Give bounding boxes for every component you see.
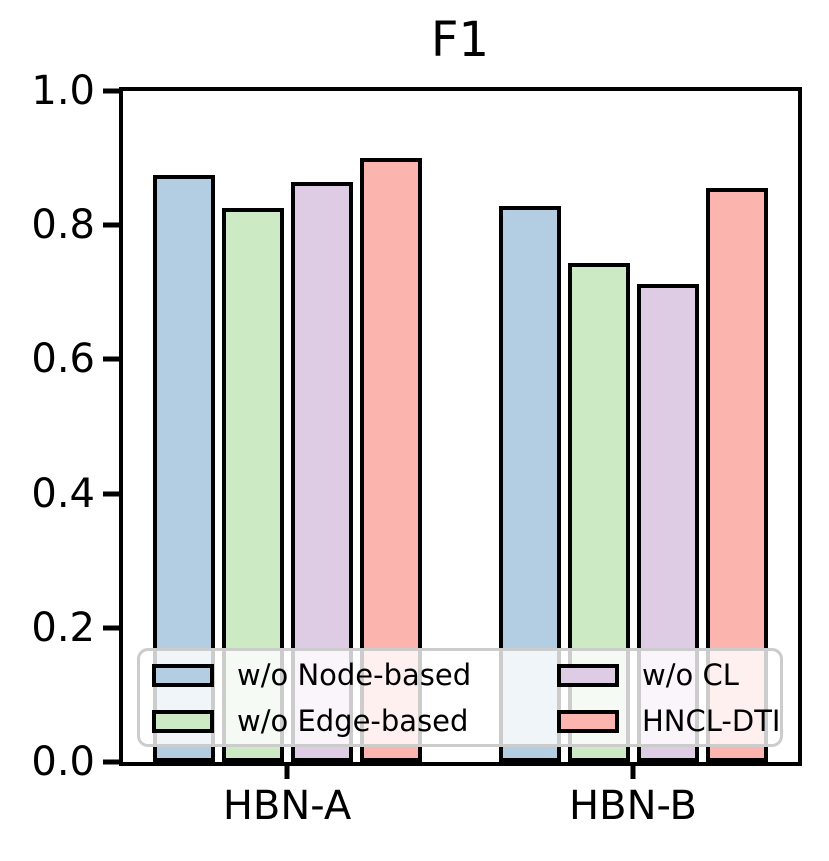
legend-swatch-red [557, 709, 619, 733]
y-tick-label: 0.6 [31, 336, 95, 383]
x-tick-label-hbn-b: HBN-B [569, 783, 697, 829]
legend-label: w/o CL [642, 657, 739, 692]
legend-item-node-based: w/o Node-based [140, 657, 545, 692]
legend-swatch-green [152, 709, 214, 733]
chart-title: F1 [430, 12, 490, 68]
y-tick-mark [103, 222, 119, 228]
legend: w/o Node-based w/o Edge-based w/o CL HNC… [137, 648, 783, 747]
legend-label: w/o Edge-based [237, 703, 469, 738]
y-tick-label: 0.2 [31, 604, 95, 651]
y-tick-mark [103, 759, 119, 765]
legend-swatch-purple [557, 663, 619, 687]
legend-item-cl: w/o CL [545, 657, 780, 692]
legend-item-edge-based: w/o Edge-based [140, 703, 545, 738]
y-tick-label: 0.4 [31, 470, 95, 517]
y-tick-mark [103, 356, 119, 362]
x-tick-mark [630, 766, 636, 779]
y-tick-label: 0.0 [31, 739, 95, 785]
legend-swatch-blue [152, 663, 214, 687]
legend-label: HNCL-DTI [642, 703, 781, 738]
legend-label: w/o Node-based [237, 657, 472, 692]
y-tick-mark [103, 88, 119, 94]
y-tick-mark [103, 625, 119, 631]
legend-item-hncl-dti: HNCL-DTI [545, 703, 781, 738]
y-tick-label: 0.8 [31, 202, 95, 249]
y-tick-mark [103, 491, 119, 497]
x-tick-label-hbn-a: HBN-A [222, 783, 352, 829]
y-tick-label: 1.0 [31, 68, 95, 114]
x-tick-mark [284, 766, 290, 779]
